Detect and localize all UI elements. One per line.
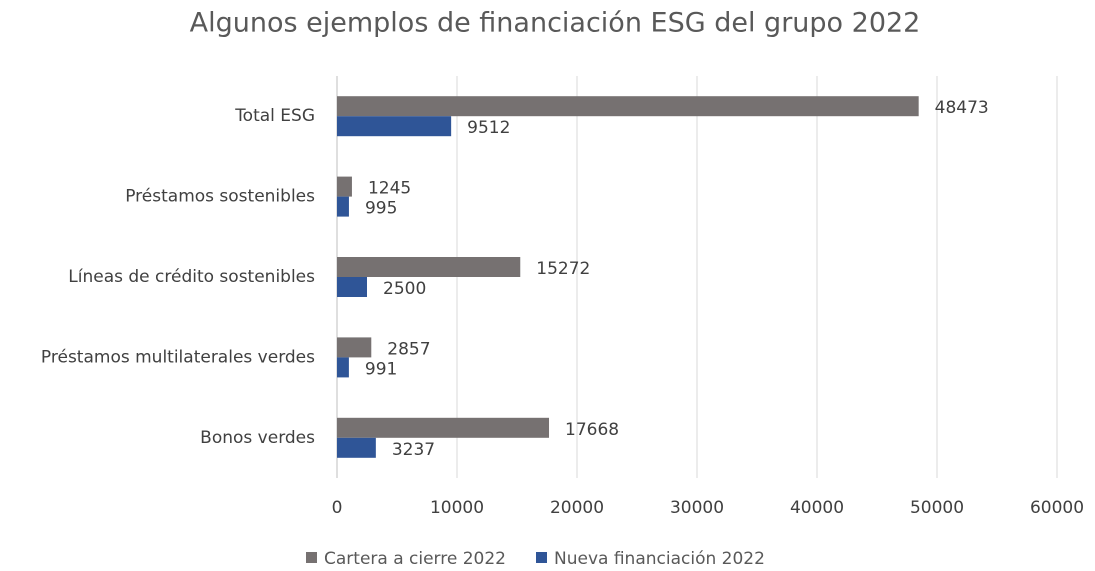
data-label: 9512 [467, 118, 510, 138]
chart-title: Algunos ejemplos de financiación ESG del… [190, 8, 921, 39]
y-tick-label: Líneas de crédito sostenibles [68, 267, 315, 287]
x-tick-label: 60000 [1030, 498, 1084, 518]
y-tick-label: Préstamos sostenibles [125, 187, 315, 207]
data-label: 48473 [935, 98, 989, 118]
legend-swatch [536, 552, 547, 563]
bar [337, 417, 550, 438]
bar [337, 437, 376, 458]
data-label: 15272 [536, 259, 590, 279]
x-tick-label: 30000 [670, 498, 724, 518]
data-label: 1245 [368, 179, 411, 199]
data-label: 2500 [383, 279, 426, 299]
y-tick-label: Préstamos multilaterales verdes [41, 347, 315, 367]
x-tick-label: 20000 [550, 498, 604, 518]
data-label: 3237 [392, 440, 435, 460]
x-tick-label: 50000 [910, 498, 964, 518]
data-label: 2857 [387, 339, 430, 359]
bar [337, 196, 349, 217]
data-label: 17668 [565, 420, 619, 440]
bar [337, 257, 521, 277]
y-tick-label: Bonos verdes [200, 428, 315, 448]
legend-label: Cartera a cierre 2022 [324, 549, 506, 569]
legend-swatch [306, 552, 317, 563]
legend-label: Nueva financiación 2022 [554, 549, 765, 569]
x-tick-label: 10000 [430, 498, 484, 518]
bar [337, 337, 372, 358]
data-label: 995 [365, 199, 397, 219]
bar [337, 176, 352, 197]
y-tick-label: Total ESG [234, 106, 315, 126]
x-tick-label: 0 [332, 498, 343, 518]
bar [337, 116, 452, 137]
bar [337, 96, 919, 117]
bar [337, 277, 367, 297]
data-label: 991 [365, 359, 397, 379]
bar [337, 357, 349, 378]
x-tick-label: 40000 [790, 498, 844, 518]
